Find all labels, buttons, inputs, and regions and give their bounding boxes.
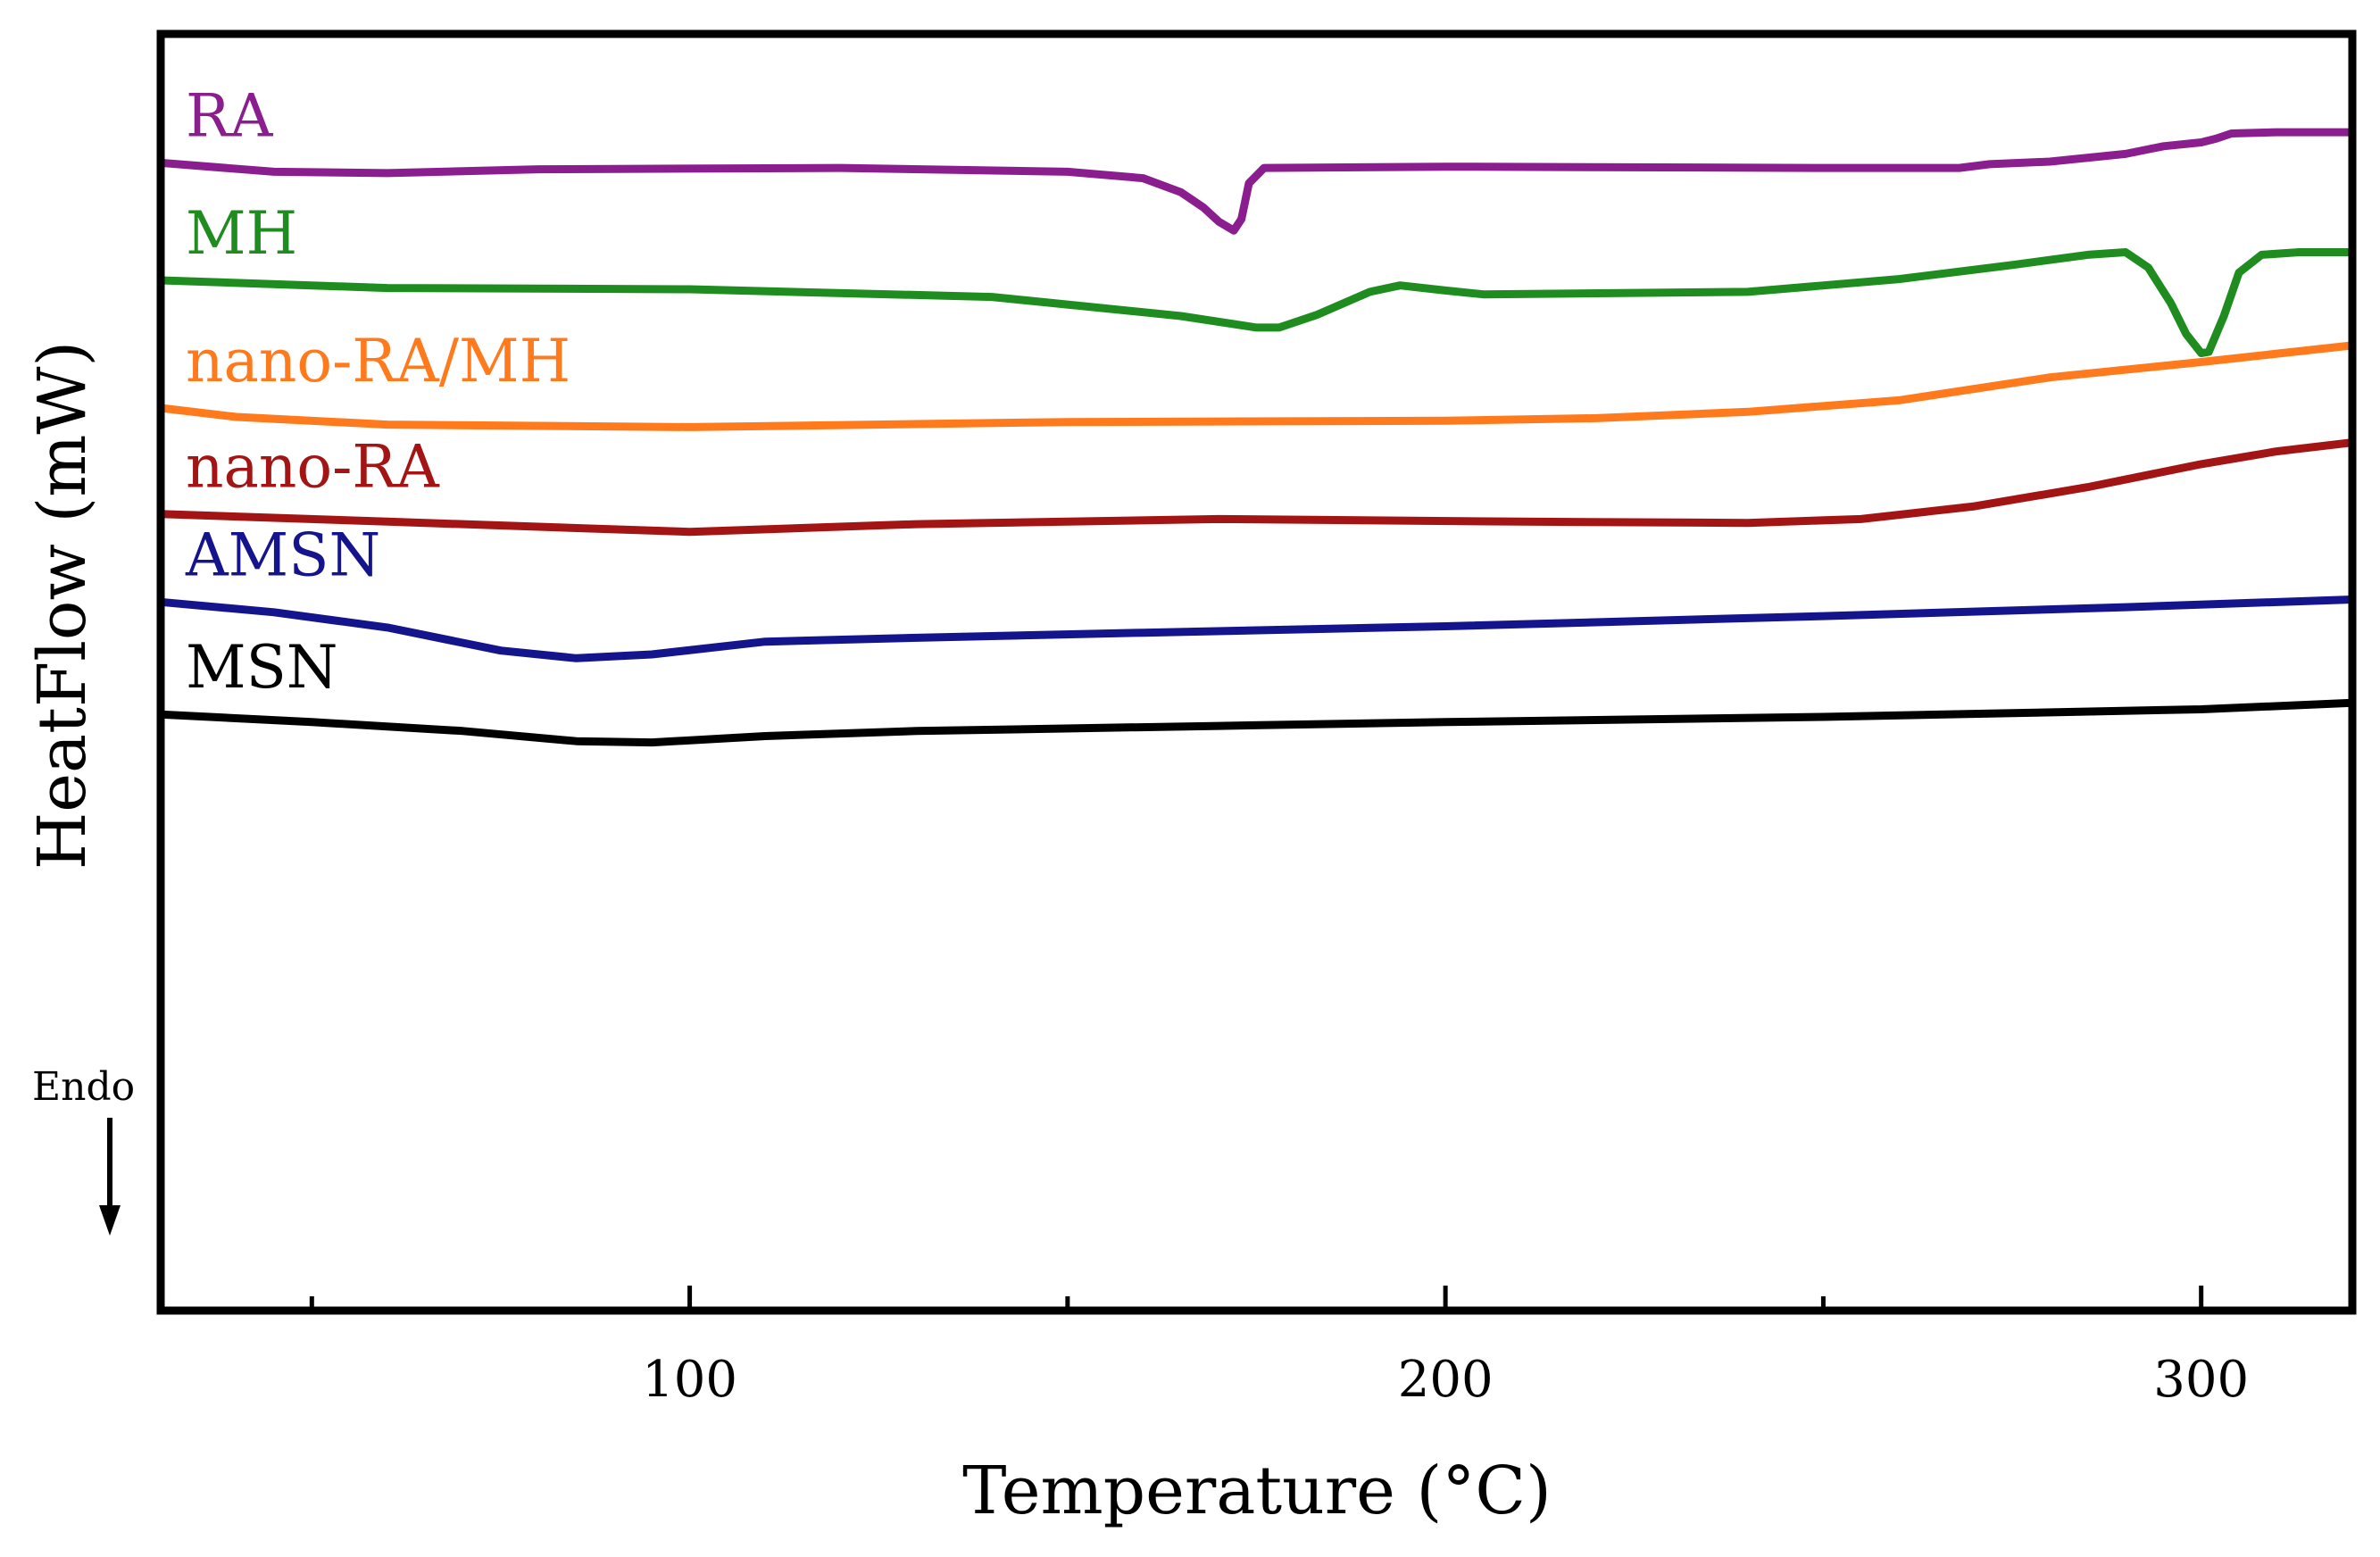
series-label-amsn: AMSN (185, 520, 380, 589)
series-label-ra: RA (186, 81, 274, 150)
endo-label: Endo (32, 1064, 135, 1110)
x-tick-label: 100 (642, 1351, 737, 1409)
series-curves (156, 128, 2357, 747)
series-line-ra (156, 128, 2357, 235)
series-line-msn (156, 698, 2357, 747)
plot-frame (156, 29, 2357, 1315)
series-line-mh (156, 248, 2357, 357)
series-line-nano-ra (156, 438, 2357, 537)
endo-arrow-icon (99, 1118, 121, 1236)
series-label-msn: MSN (186, 633, 338, 702)
x-axis-tick-labels: 100 200 300 (642, 1351, 2249, 1409)
series-line-amsn (156, 595, 2357, 662)
series-label-nano-ra-mh: nano-RA/MH (186, 327, 570, 395)
series-line-nano-ra-mh (156, 341, 2357, 431)
x-axis-ticks (309, 1286, 2204, 1311)
series-label-nano-ra: nano-RA (186, 433, 440, 502)
x-tick-label: 300 (2153, 1351, 2249, 1409)
x-axis-title: Temperature (°C) (962, 1453, 1552, 1529)
series-label-mh: MH (186, 199, 297, 268)
x-tick-label: 200 (1398, 1351, 1494, 1409)
y-axis-title: HeatFlow (mW) (24, 341, 101, 870)
series-labels: RA MH nano-RA/MH nano-RA AMSN MSN (185, 81, 570, 702)
